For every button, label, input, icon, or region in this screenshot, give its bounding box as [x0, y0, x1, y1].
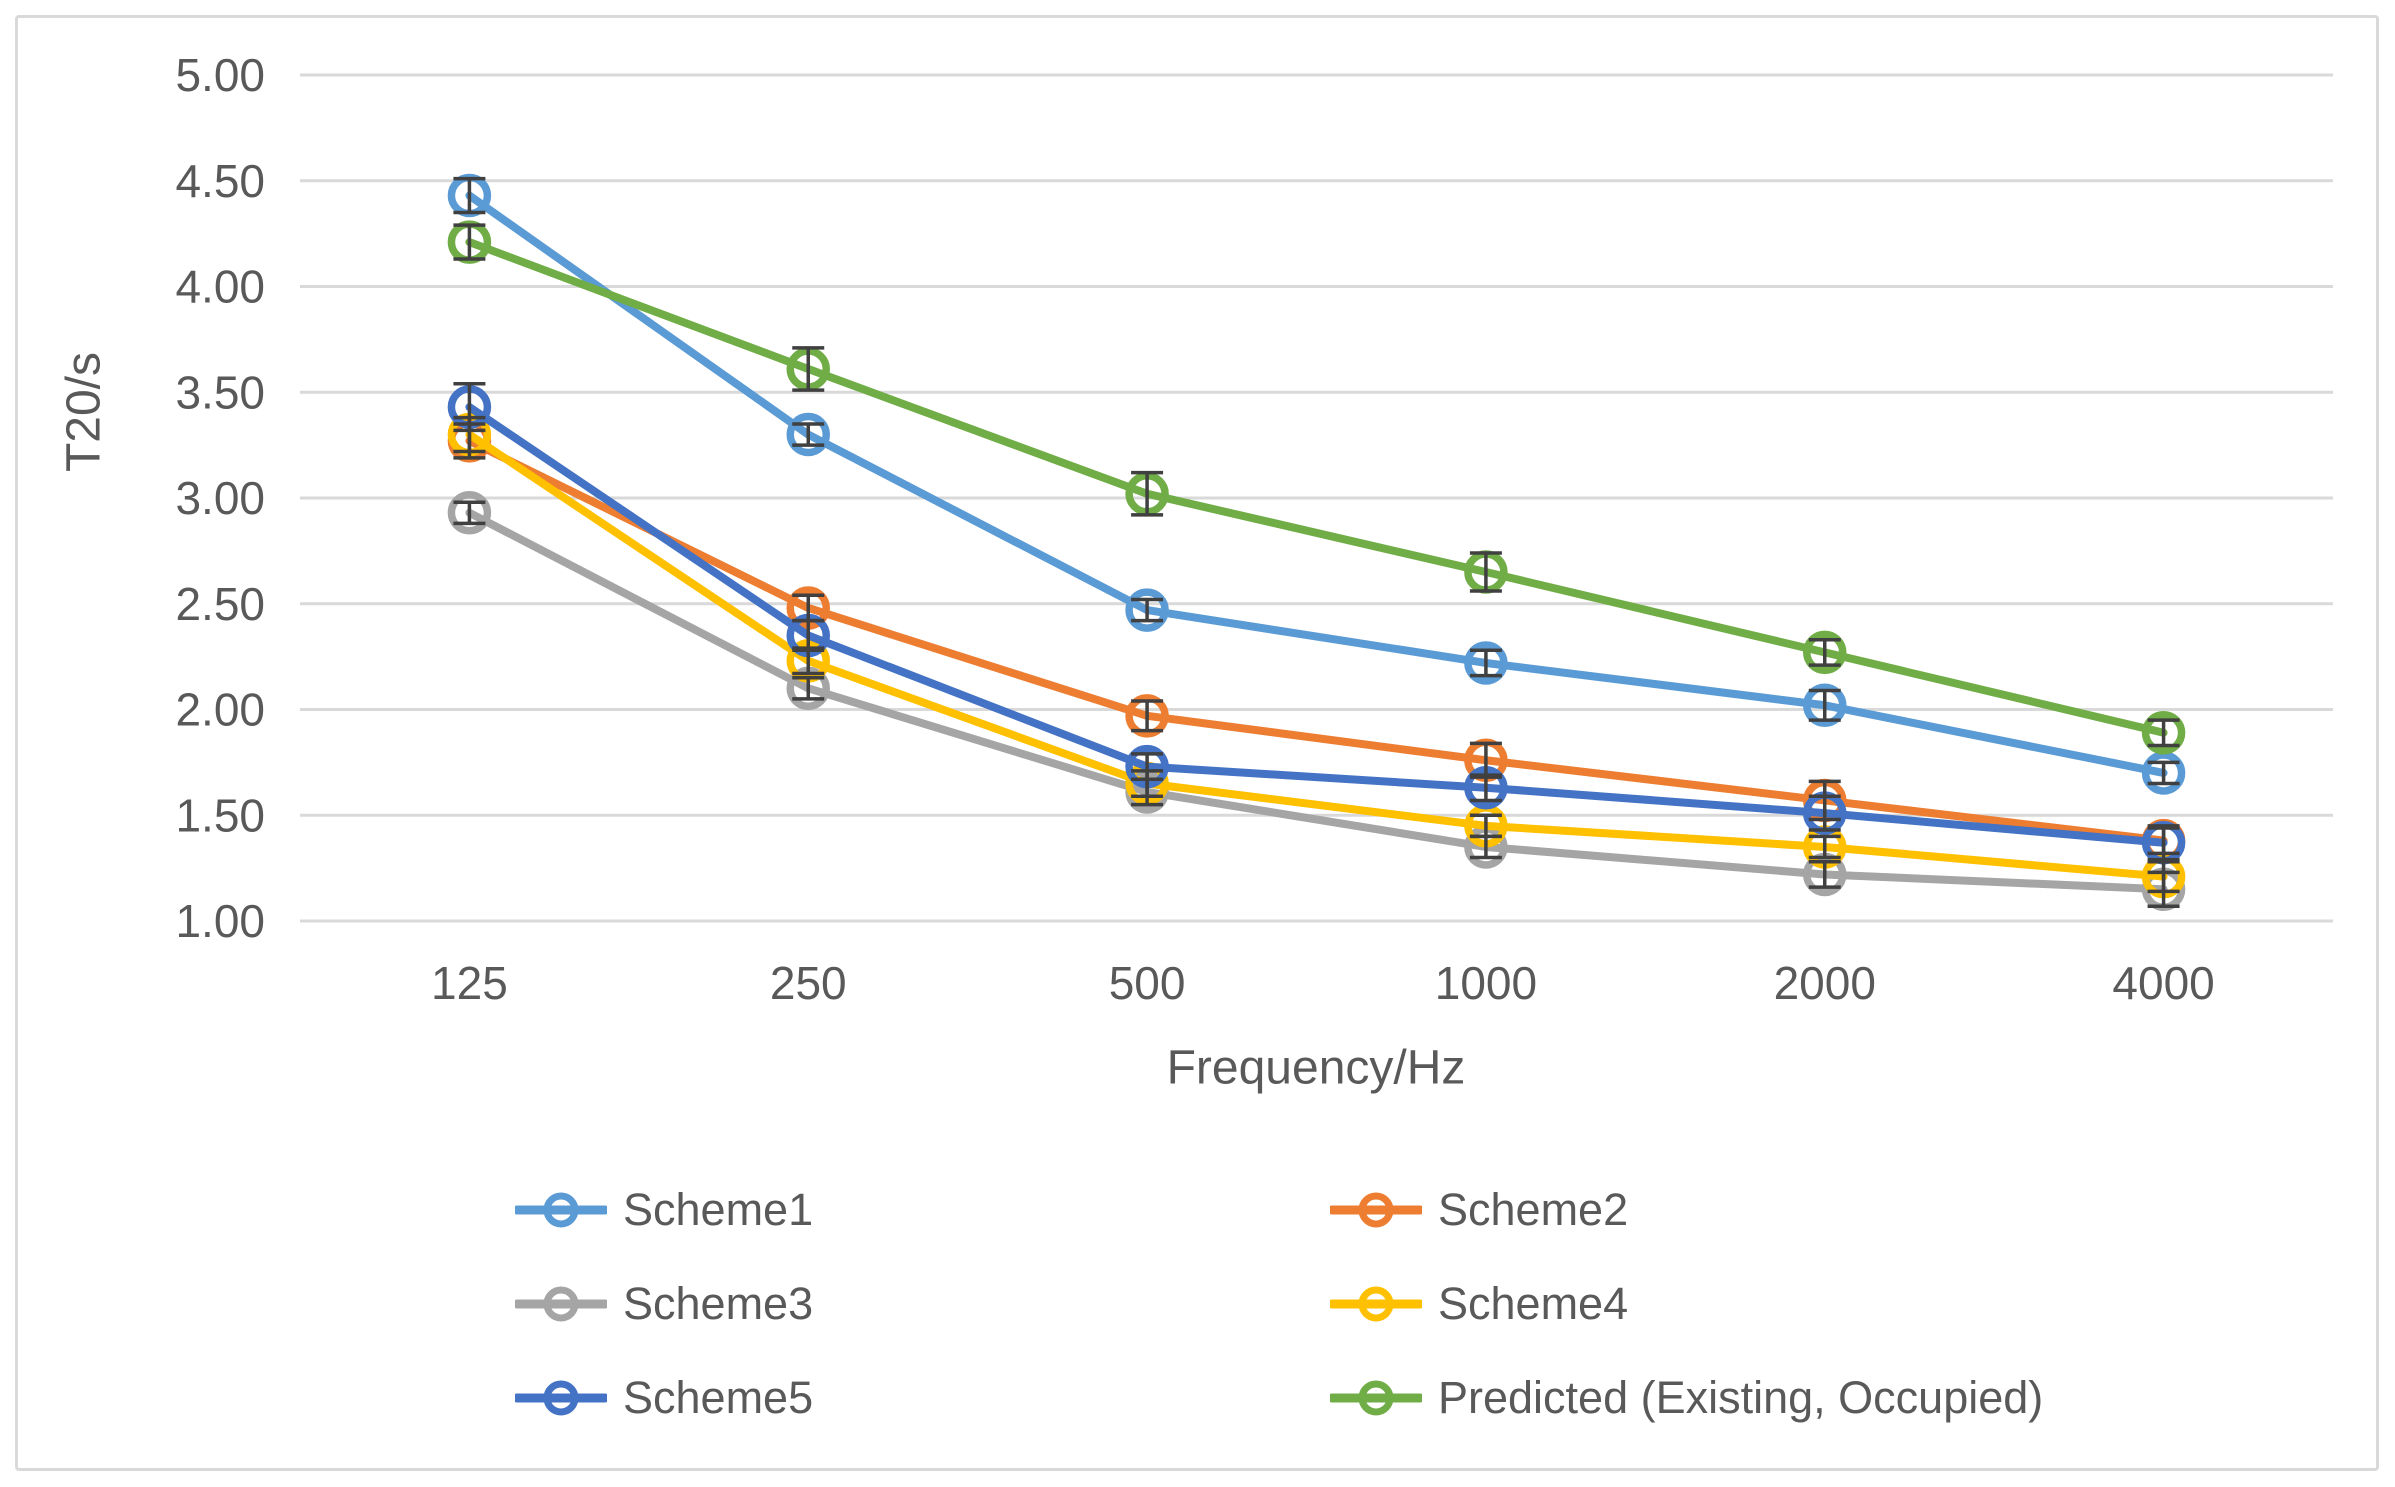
data-point-marker	[2141, 751, 2186, 795]
y-tick-label: 1.00	[175, 895, 265, 947]
series-line	[465, 191, 2168, 777]
data-point-marker	[1125, 694, 1169, 738]
x-tick-label: 125	[431, 957, 508, 1009]
data-point-marker	[1125, 588, 1169, 632]
gridlines	[300, 73, 2333, 923]
series-scheme5	[447, 385, 2186, 865]
y-tick-label: 5.00	[175, 49, 265, 101]
y-tick-label: 3.50	[175, 366, 265, 418]
y-tick-label: 4.50	[175, 155, 265, 207]
series-line	[465, 430, 2168, 881]
x-tick-label: 4000	[2112, 957, 2214, 1009]
series-predicted-existing-occupied-	[447, 220, 2186, 755]
chart-border	[15, 15, 2379, 1471]
y-tick-label: 4.00	[175, 261, 265, 313]
series-scheme3	[447, 491, 2186, 912]
data-point-marker	[2141, 711, 2186, 755]
series-lines-and-markers	[447, 173, 2186, 912]
y-axis-title: T20/s	[57, 351, 111, 473]
x-axis-title: Frequency/Hz	[1166, 1041, 1466, 1095]
series-line	[465, 436, 2168, 845]
series-line	[465, 403, 2168, 847]
series-line	[465, 508, 2168, 894]
y-tick-label: 1.50	[175, 789, 265, 841]
series-line	[465, 238, 2168, 737]
x-tick-label: 500	[1109, 957, 1186, 1009]
data-point-marker	[447, 491, 492, 535]
data-point-marker	[1803, 683, 1847, 728]
x-tick-label: 250	[770, 957, 847, 1009]
data-point-marker	[1803, 630, 1847, 675]
y-axis-tick-labels: 5.00 4.50 4.00 3.50 3.00 2.50 2.00 1.50 1.00	[175, 49, 265, 947]
y-tick-label: 2.50	[175, 578, 265, 630]
y-tick-label: 2.00	[175, 684, 265, 736]
data-point-marker	[1464, 641, 1508, 685]
y-tick-label: 3.00	[175, 472, 265, 524]
data-point-marker	[786, 412, 830, 457]
x-axis-tick-labels: 125 250 500 1000 2000 4000	[431, 957, 2215, 1009]
x-tick-label: 1000	[1435, 957, 1537, 1009]
error-bars	[453, 176, 2180, 908]
series-scheme1	[447, 173, 2186, 795]
x-tick-label: 2000	[1774, 957, 1876, 1009]
